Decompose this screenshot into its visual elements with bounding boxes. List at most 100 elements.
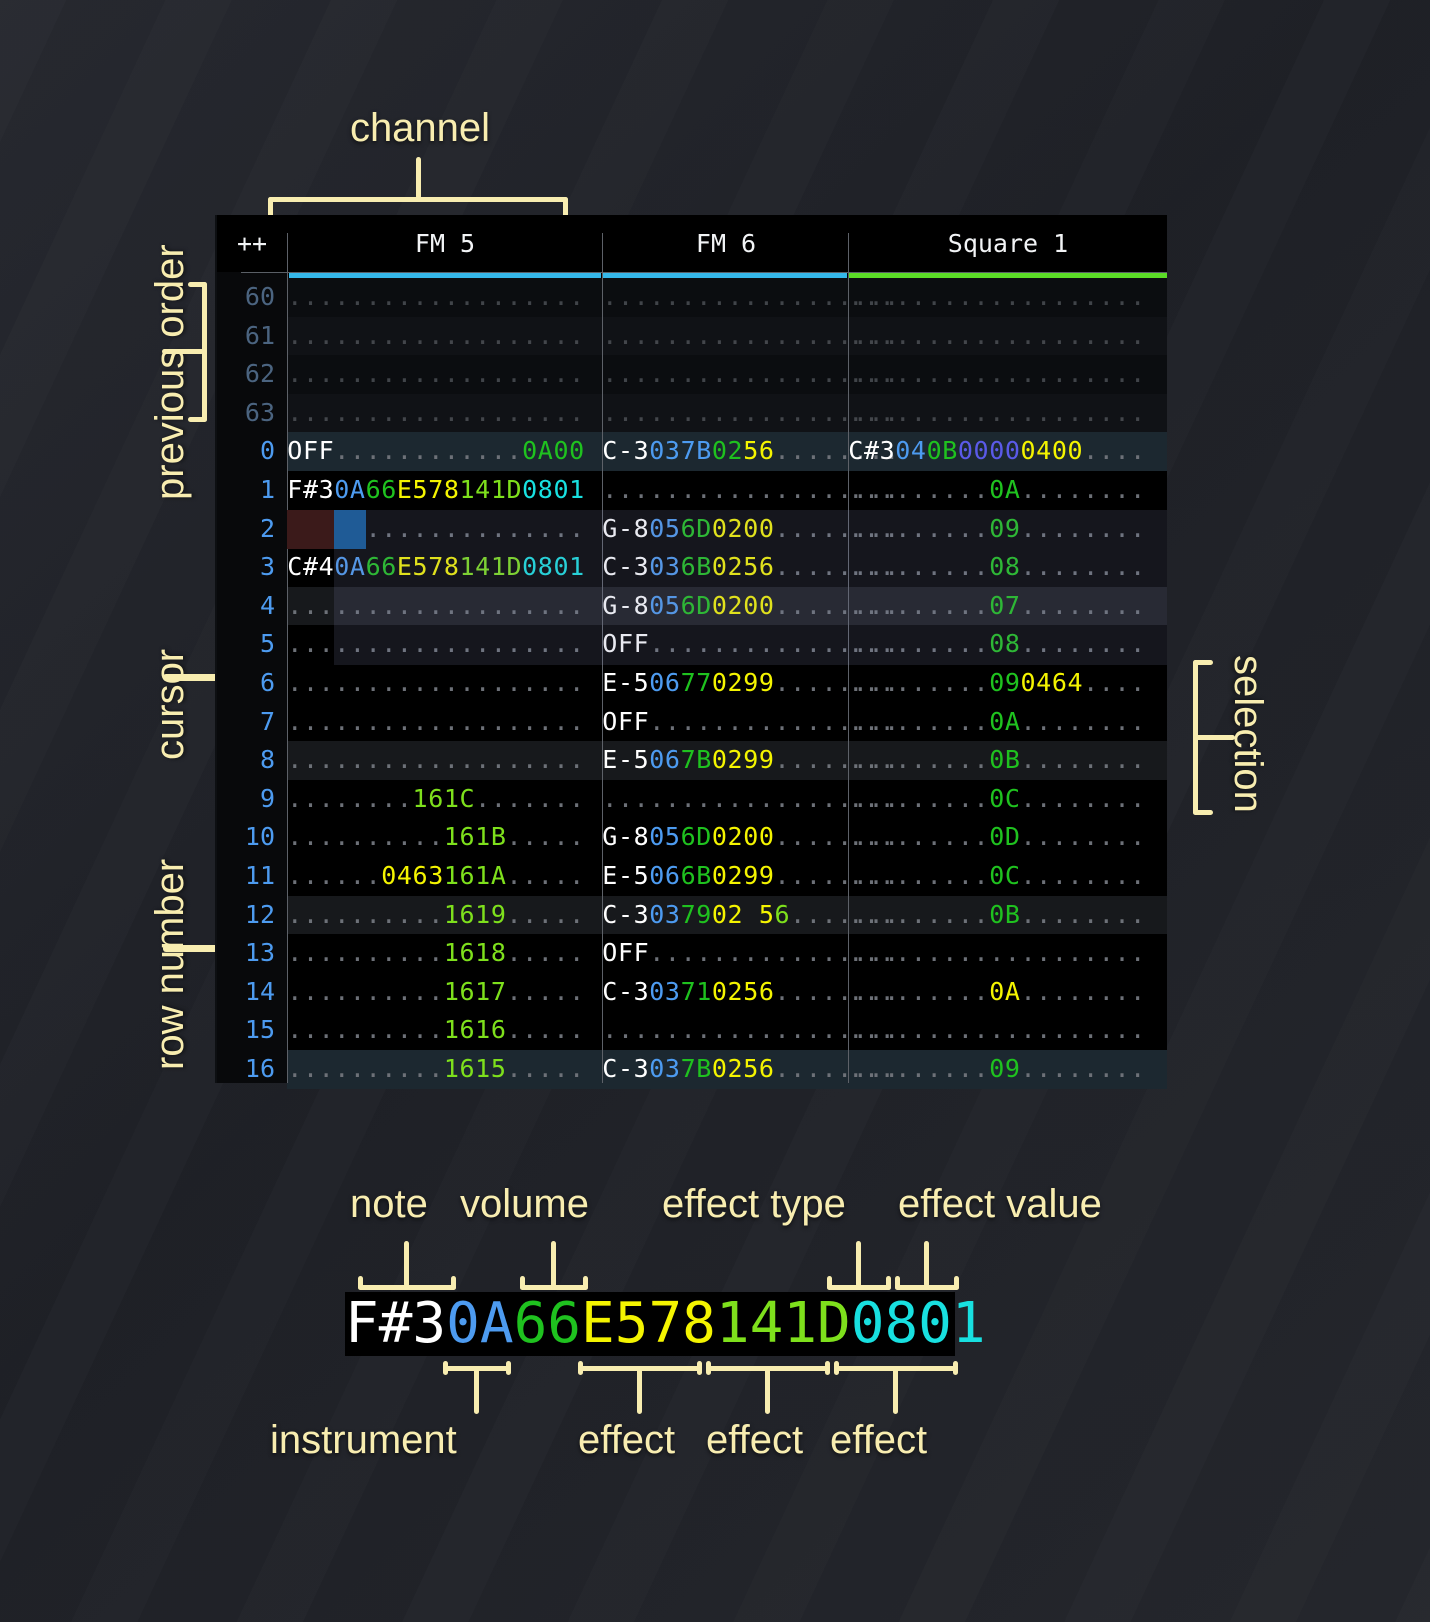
table-row[interactable]: 63......................................… — [217, 393, 1167, 433]
pattern-cell[interactable]: OFF................ — [602, 706, 900, 736]
pattern-cell[interactable]: .........0A........ — [848, 475, 1146, 504]
pattern-cell[interactable]: .........0A........ — [848, 706, 1146, 736]
cursor-cell[interactable] — [334, 510, 366, 549]
pattern-cell[interactable]: ................... — [602, 397, 900, 427]
table-row[interactable]: 7................... OFF.................… — [217, 702, 1167, 742]
row-number-gutter — [217, 215, 287, 1083]
pattern-cell[interactable]: ................... — [287, 397, 585, 427]
pattern-cell[interactable]: .........0C........ — [848, 861, 1146, 890]
pattern-cell[interactable]: ................... — [287, 590, 585, 620]
table-row[interactable]: 60......................................… — [217, 278, 1167, 317]
row-background — [287, 625, 1167, 664]
annotation-effect-value: effect value — [898, 1182, 1102, 1227]
legend-segment: 0801 — [850, 1291, 986, 1356]
pattern-cell[interactable]: ................... — [848, 1015, 1146, 1045]
pattern-cell[interactable]: .........0D........ — [848, 822, 1146, 852]
pattern-cell[interactable]: ..........1616..... — [287, 1015, 585, 1045]
pattern-cell[interactable]: ..........1617..... — [287, 976, 585, 1006]
corner-order-label[interactable]: ++ — [236, 229, 268, 258]
pattern-cell[interactable]: G-8056D0200........ — [602, 513, 900, 543]
table-row[interactable]: 62......................................… — [217, 355, 1167, 394]
pattern-cell[interactable]: ........161C....... — [287, 783, 585, 813]
table-row[interactable]: 61......................................… — [217, 316, 1167, 356]
annotation-effect-a-label: effect — [578, 1418, 676, 1462]
pattern-cell[interactable]: ................... — [287, 320, 585, 350]
pattern-cell[interactable]: OFF................ — [602, 629, 900, 659]
table-row[interactable]: 15 ..........1616........................… — [217, 1011, 1167, 1050]
bracket-volume — [520, 1241, 588, 1293]
pattern-cell[interactable]: OFF............0A00 — [287, 436, 585, 466]
pattern-cell[interactable]: .........08........ — [848, 552, 1146, 582]
pattern-cell[interactable]: .........090464.... — [848, 668, 1146, 697]
pattern-cell[interactable]: ................... — [848, 938, 1146, 968]
table-row[interactable]: 8................... E-5067B0299.........… — [217, 741, 1167, 780]
pattern-cell[interactable]: ..........1618..... — [287, 938, 585, 968]
pattern-cell[interactable]: ................... — [287, 745, 585, 775]
pattern-cell[interactable]: .........0C........ — [848, 783, 1146, 813]
selection-highlight — [334, 510, 1167, 665]
row-background — [287, 278, 1167, 317]
table-row[interactable]: 5................... OFF.................… — [217, 625, 1167, 664]
pattern-row-list[interactable]: 60......................................… — [217, 278, 1167, 1089]
pattern-cell[interactable]: C#40A66E578141D0801 — [287, 552, 585, 582]
table-row[interactable]: 9 ........161C...........................… — [217, 779, 1167, 819]
table-row[interactable]: 14 ..........1617..... C-303710256........… — [217, 972, 1167, 1012]
table-row[interactable]: 16 ..........1615..... C-3037B0256........… — [217, 1050, 1167, 1089]
pattern-cell[interactable]: .........09........ — [848, 513, 1146, 543]
pattern-cell[interactable]: .........07........ — [848, 590, 1146, 620]
pattern-cell[interactable]: .........0B........ — [848, 899, 1146, 929]
row-number-cell: 15 — [244, 1015, 275, 1045]
pattern-cell[interactable]: .........0A........ — [848, 976, 1146, 1006]
pattern-cell[interactable]: G-8056D0200........ — [602, 590, 900, 620]
pattern-cell[interactable]: F#30A66E578141D0801 — [287, 475, 585, 504]
pattern-cell[interactable]: C#3040B00000400.... — [848, 436, 1146, 466]
pattern-cell[interactable]: .........0B........ — [848, 745, 1146, 775]
pattern-cell[interactable]: ................... — [848, 397, 1146, 427]
channel-header-square1[interactable]: Square 1 — [947, 229, 1069, 258]
table-row[interactable]: 1 F#30A66E578141D0801....................… — [217, 471, 1167, 510]
pattern-cell[interactable]: ................... — [287, 706, 585, 736]
pattern-cell[interactable]: G-8056D0200........ — [602, 822, 900, 852]
pattern-cell[interactable]: C-303710256........ — [602, 976, 900, 1006]
table-row[interactable]: 13 ..........1618..... OFF................… — [217, 934, 1167, 973]
table-row[interactable]: 3 C#40A66E578141D0801 C-3036B0256.........… — [217, 548, 1167, 587]
table-row[interactable]: 12 ..........1619..... C-3037902 56.......… — [217, 895, 1167, 935]
bracket-note — [358, 1241, 456, 1293]
pattern-cell[interactable]: ................... — [287, 282, 585, 311]
pattern-cell[interactable]: ......0463161A..... — [287, 861, 585, 890]
channel-header-fm5[interactable]: FM 5 — [414, 229, 476, 258]
annotation-selection: selection — [1225, 655, 1270, 813]
table-row[interactable]: 11 ......0463161A..... E-5066B0299........… — [217, 857, 1167, 896]
pattern-cell[interactable]: C-3037B0256........ — [602, 1054, 900, 1083]
pattern-cell[interactable]: ................... — [287, 359, 585, 389]
pattern-editor[interactable]: ++ FM 5 FM 6 Square 1 60................… — [215, 215, 1167, 1089]
pattern-cell[interactable]: C-3036B0256........ — [602, 552, 900, 582]
pattern-cell[interactable]: ................... — [287, 629, 585, 659]
pattern-cell[interactable]: E-506770299........ — [602, 668, 900, 697]
pattern-cell[interactable]: ..........1615..... — [287, 1054, 585, 1083]
pattern-cell[interactable]: .........09........ — [848, 1054, 1146, 1083]
pattern-cell[interactable]: ................... — [848, 320, 1146, 350]
row-background — [287, 702, 1167, 742]
pattern-cell[interactable]: ................... — [602, 359, 900, 389]
pattern-cell[interactable]: C-3037B0256........ — [602, 436, 900, 466]
bracket-effect-a — [578, 1358, 702, 1414]
table-row[interactable]: 0 OFF............0A00 C-3037B0256........ C… — [217, 432, 1167, 471]
pattern-cell[interactable]: ..........161B..... — [287, 822, 585, 852]
pattern-cell[interactable]: ................... — [848, 282, 1146, 311]
table-row[interactable]: 10 ..........161B..... G-8056D0200........… — [217, 818, 1167, 857]
channel-header-fm6[interactable]: FM 6 — [695, 229, 757, 258]
pattern-cell[interactable]: ..........1619..... — [287, 899, 585, 929]
pattern-cell[interactable]: .........08........ — [848, 629, 1146, 659]
annotation-volume: volume — [460, 1182, 589, 1227]
pattern-cell[interactable]: OFF................ — [602, 938, 900, 968]
table-row[interactable]: 6................... E-506770299.........… — [217, 664, 1167, 703]
annotation-channel: channel — [0, 106, 840, 151]
pattern-cell[interactable]: ................... — [602, 1015, 900, 1045]
pattern-cell[interactable]: ................... — [287, 668, 585, 697]
table-row[interactable]: 4................... G-8056D0200.........… — [217, 586, 1167, 626]
pattern-cell[interactable]: ................... — [602, 783, 900, 813]
pattern-cell[interactable]: ................... — [848, 359, 1146, 389]
pattern-cell[interactable]: ................... — [602, 282, 900, 311]
pattern-cell[interactable]: C-3037902 56....... — [602, 899, 900, 929]
